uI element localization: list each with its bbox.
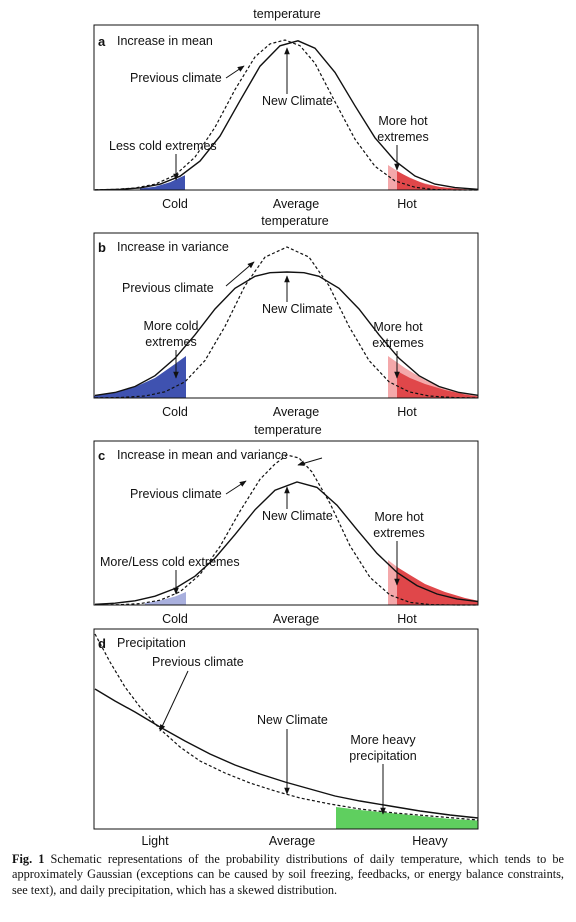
panel-d-axis-light: Light bbox=[141, 834, 169, 848]
panel-a-hot-shade-dark bbox=[397, 171, 478, 190]
panel-c: temperature c Increase in mean and varia… bbox=[93, 423, 479, 626]
panel-c-previous-arrow bbox=[225, 480, 247, 495]
panel-d-previous-arrow bbox=[159, 670, 189, 732]
panel-d-heavy-shade bbox=[336, 807, 478, 829]
panel-c-new-curve bbox=[94, 481, 479, 605]
panel-d-title: Precipitation bbox=[117, 636, 186, 650]
caption-text: Schematic representations of the probabi… bbox=[12, 852, 564, 897]
panel-b-frame bbox=[93, 232, 479, 399]
panel-c-cold-label: More/Less cold extremes bbox=[100, 555, 240, 569]
panel-a-axis-average: Average bbox=[273, 197, 319, 211]
panel-d-new-curve bbox=[94, 688, 479, 819]
caption-label: Fig. 1 bbox=[12, 852, 45, 866]
panel-c-top-label: temperature bbox=[254, 423, 321, 437]
panel-b-hot-label-1: More hot bbox=[373, 320, 423, 334]
panel-a-frame bbox=[93, 24, 479, 191]
panel-b-title: Increase in variance bbox=[117, 240, 229, 254]
panel-b-axis-hot: Hot bbox=[397, 405, 417, 419]
panel-a-axis-cold: Cold bbox=[162, 197, 188, 211]
panel-c-axis-average: Average bbox=[273, 612, 319, 626]
panel-c-letter: c bbox=[98, 448, 105, 463]
panel-b-hot-shade-dark bbox=[397, 371, 478, 398]
panel-b-axis-cold: Cold bbox=[162, 405, 188, 419]
panel-a-hot-label-2: extremes bbox=[377, 130, 428, 144]
panel-d-heavy-label-2: precipitation bbox=[349, 749, 416, 763]
panel-b-previous-arrow bbox=[225, 261, 255, 287]
panel-a-previous-curve bbox=[94, 39, 478, 191]
panel-d-frame bbox=[93, 628, 479, 830]
panel-a-cold-shade bbox=[140, 175, 185, 190]
panel-d-previous-label: Previous climate bbox=[152, 655, 244, 669]
figure: temperature a Increase in mean Previous … bbox=[93, 7, 479, 848]
panel-a: temperature a Increase in mean Previous … bbox=[93, 7, 479, 211]
panel-a-cold-label: Less cold extremes bbox=[109, 139, 217, 153]
panel-c-hot-label-2: extremes bbox=[373, 526, 424, 540]
panel-c-cold-shade bbox=[145, 592, 186, 605]
figure-caption: Fig. 1 Schematic representations of the … bbox=[12, 852, 564, 898]
panel-a-previous-arrow bbox=[225, 65, 245, 79]
panel-a-new-curve bbox=[94, 40, 479, 191]
panel-c-new-label: New Climate bbox=[262, 509, 333, 523]
panel-b-top-label: temperature bbox=[261, 214, 328, 228]
panel-a-top-label: temperature bbox=[253, 7, 320, 21]
panel-c-previous-curve bbox=[94, 454, 478, 606]
panel-d-new-label: New Climate bbox=[257, 713, 328, 727]
panel-b-new-curve bbox=[94, 271, 479, 397]
panel-c-previous-label: Previous climate bbox=[130, 487, 222, 501]
panel-d-axis-heavy: Heavy bbox=[412, 834, 448, 848]
panel-a-previous-label: Previous climate bbox=[130, 71, 222, 85]
panel-a-title: Increase in mean bbox=[117, 34, 213, 48]
panel-c-title: Increase in mean and variance bbox=[117, 448, 288, 462]
panel-b-cold-label-2: extremes bbox=[145, 335, 196, 349]
panel-b-hot-label-2: extremes bbox=[372, 336, 423, 350]
panel-d-axis-average: Average bbox=[269, 834, 315, 848]
panel-d-heavy-label-1: More heavy bbox=[350, 733, 416, 747]
panel-a-new-label: New Climate bbox=[262, 94, 333, 108]
panel-b-cold-label-1: More cold bbox=[144, 319, 199, 333]
panel-c-hot-label-1: More hot bbox=[374, 510, 424, 524]
panel-b-axis-average: Average bbox=[273, 405, 319, 419]
panel-b-previous-label: Previous climate bbox=[122, 281, 214, 295]
panel-b: temperature b Increase in variance Previ… bbox=[93, 214, 479, 419]
panel-a-letter: a bbox=[98, 34, 106, 49]
panel-c-frame bbox=[93, 440, 479, 606]
panel-c-axis-hot: Hot bbox=[397, 612, 417, 626]
panel-c-axis-cold: Cold bbox=[162, 612, 188, 626]
panel-d-previous-curve bbox=[94, 633, 479, 821]
panel-c-title-arrow bbox=[297, 457, 323, 466]
panel-b-previous-curve bbox=[94, 246, 479, 399]
panel-d-letter: d bbox=[98, 636, 106, 651]
panel-b-new-label: New Climate bbox=[262, 302, 333, 316]
panel-b-cold-shade bbox=[94, 356, 186, 398]
panel-a-hot-label-1: More hot bbox=[378, 114, 428, 128]
panel-a-axis-hot: Hot bbox=[397, 197, 417, 211]
panel-b-letter: b bbox=[98, 240, 106, 255]
panel-d: d Precipitation Previous climate New Cli… bbox=[93, 628, 479, 848]
panel-c-hot-shade-dark bbox=[397, 567, 478, 605]
